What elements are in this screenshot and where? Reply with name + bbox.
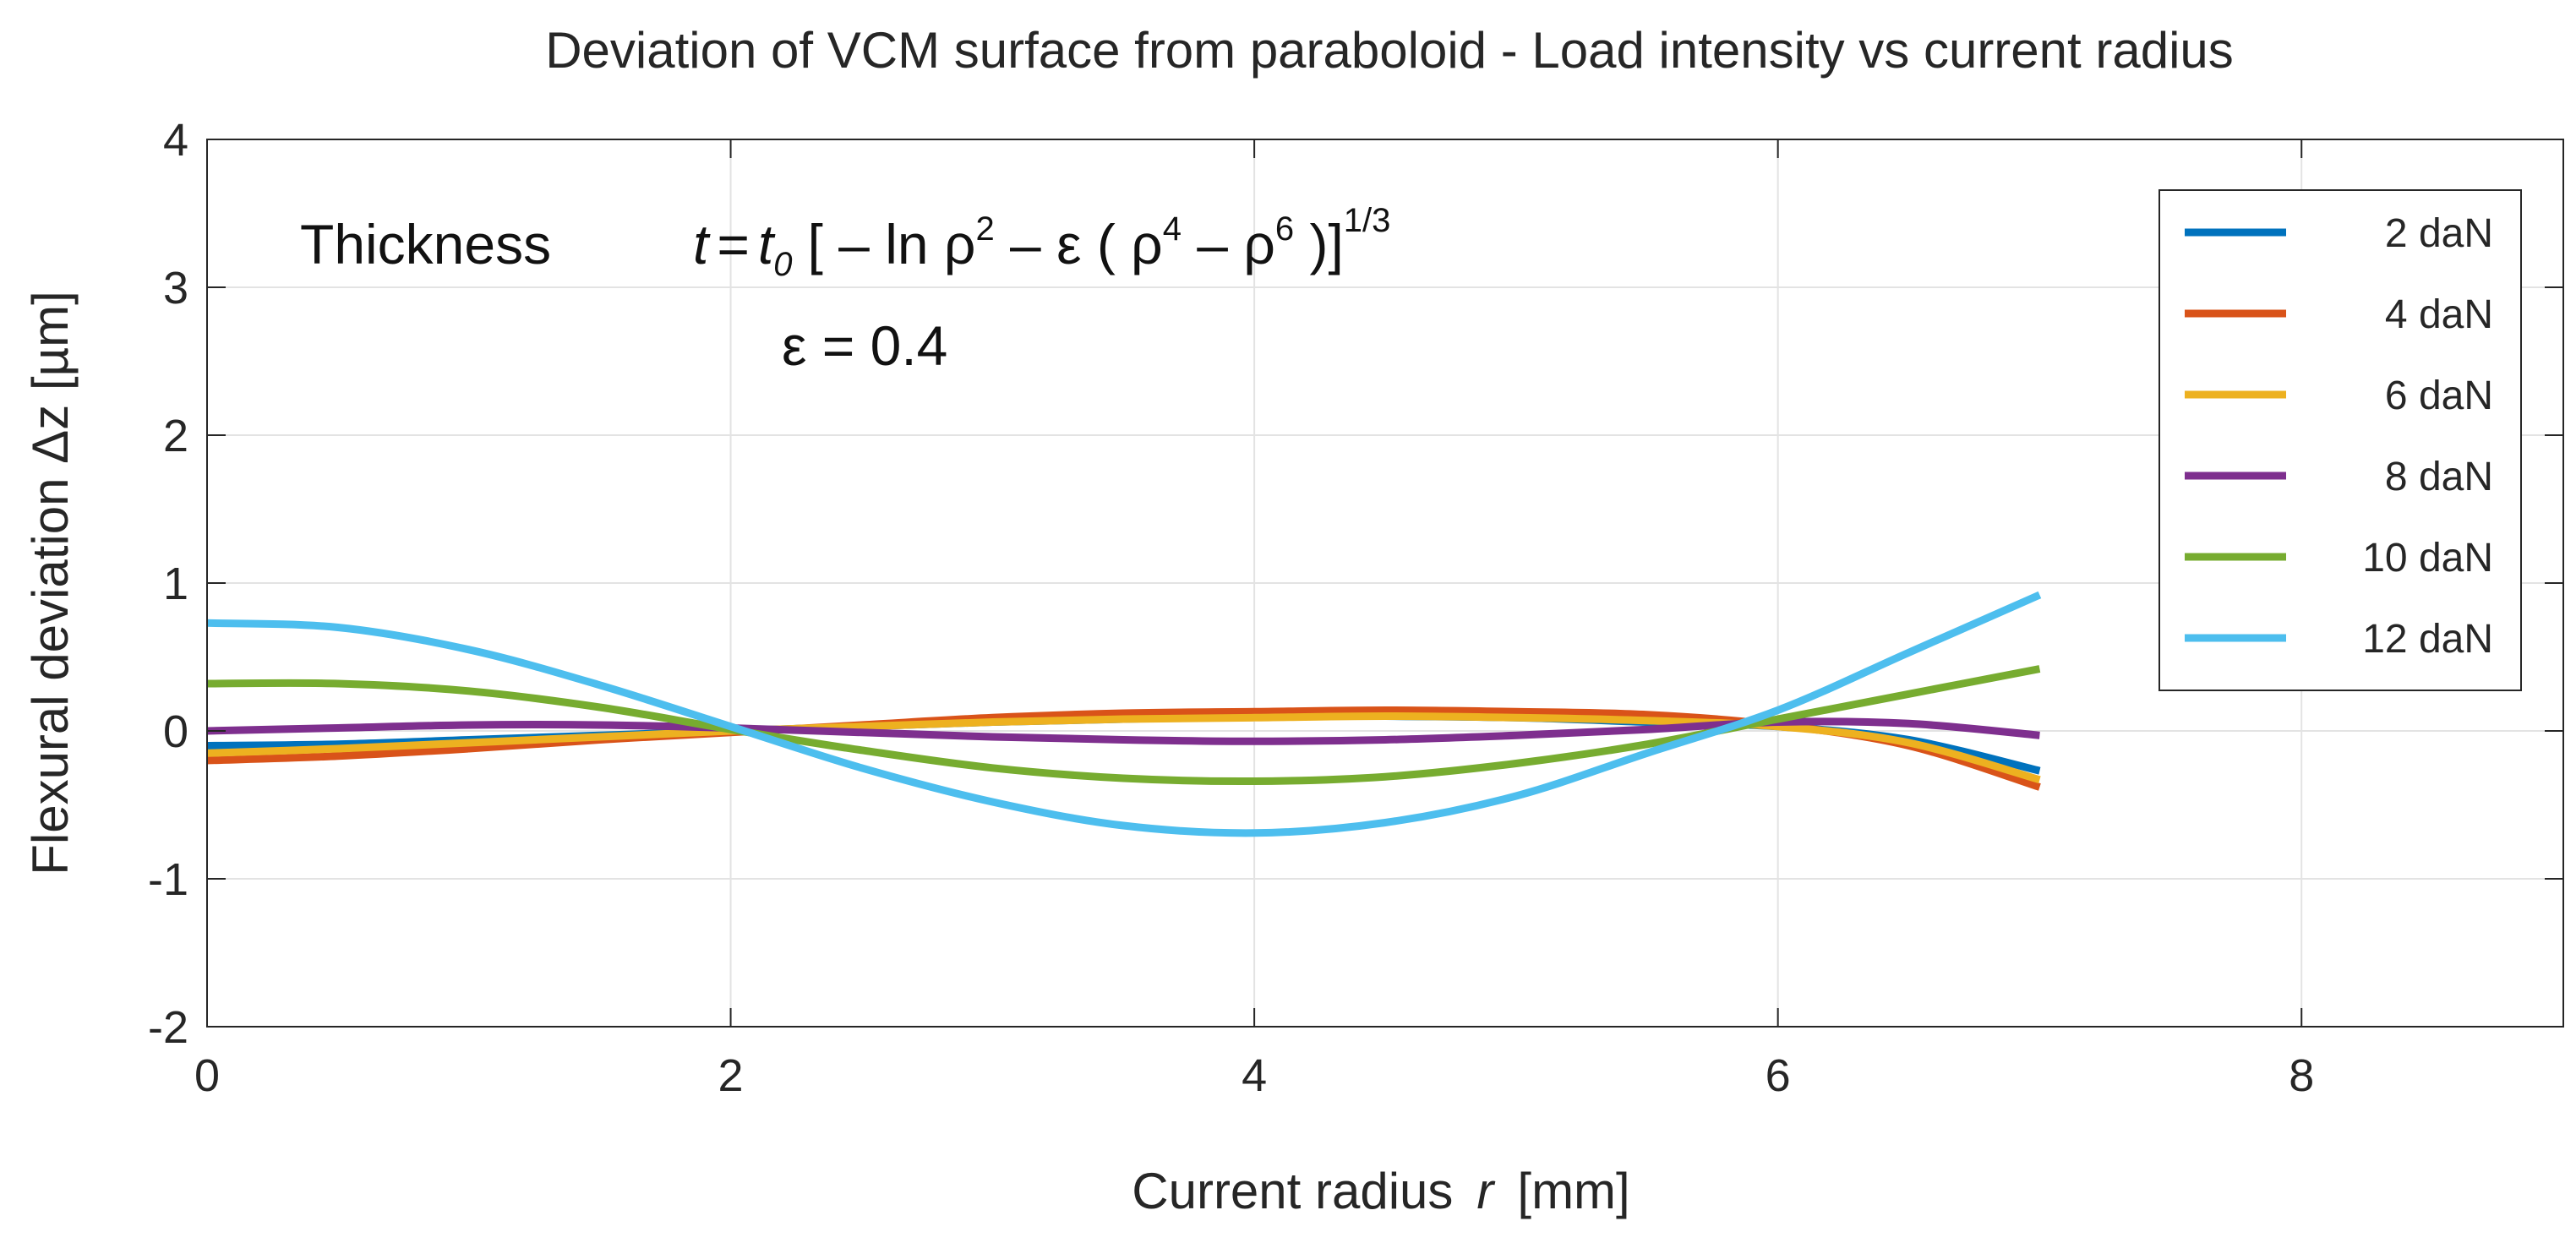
x-axis-label-text: Current radius: [1132, 1163, 1453, 1219]
legend-label: 6 daN: [2385, 373, 2493, 418]
chart-title: Deviation of VCM surface from paraboloid…: [545, 22, 2234, 79]
y-tick-label: 4: [163, 115, 188, 166]
formula-exp4: 4: [1163, 210, 1182, 248]
ticks: 0 2 4 6 8 -2 -1 0 1 2 3 4: [148, 115, 2563, 1101]
thickness-label: Thickness: [300, 213, 551, 275]
formula-power: 1/3: [1344, 202, 1391, 239]
legend-label: 10 daN: [2362, 536, 2493, 581]
x-axis-label: Current radius r [mm]: [1132, 1163, 1629, 1219]
y-tick-label: 2: [163, 411, 188, 461]
y-tick-label: -2: [148, 1002, 188, 1053]
legend: 2 daN 4 daN 6 daN 8 daN 10 daN 12 daN: [2158, 189, 2522, 691]
legend-label: 12 daN: [2362, 617, 2493, 662]
y-axis-label: Flexural deviation Δz [µm]: [22, 291, 79, 875]
formula-t: t: [693, 213, 711, 275]
plot-frame: [206, 139, 2564, 1028]
x-tick-label: 4: [1242, 1050, 1267, 1101]
x-tick-label: 0: [194, 1050, 220, 1101]
formula-t0: t: [758, 213, 776, 275]
formula-annotation: Thickness t = t0[ – ln ρ2 – ε ( ρ4 – ρ6 )]…: [300, 202, 1390, 377]
x-tick-label: 6: [1766, 1050, 1791, 1101]
formula-open: [ – ln ρ: [807, 213, 975, 275]
series-line-12-dan: [206, 591, 2042, 837]
x-tick-label: 8: [2289, 1050, 2314, 1101]
y-tick-label: 3: [163, 263, 188, 313]
x-tick-label: 2: [718, 1050, 744, 1101]
formula-minus-rho: – ρ: [1182, 213, 1275, 275]
formula-exp2: 2: [975, 210, 994, 248]
legend-label: 4 daN: [2385, 292, 2493, 337]
formula-close: )]: [1294, 213, 1344, 275]
formula-t0-sub: 0: [773, 246, 792, 283]
thickness-formula: t = t0[ – ln ρ2 – ε ( ρ4 – ρ6 )]1/3: [693, 202, 1390, 283]
legend-label: 8 daN: [2385, 455, 2493, 499]
x-axis-label-unit: [mm]: [1517, 1163, 1629, 1219]
y-tick-label: 1: [163, 559, 188, 609]
legend-box: [2158, 189, 2522, 691]
y-tick-label: -1: [148, 854, 188, 905]
series-layer: [206, 591, 2042, 837]
formula-minus-eps: – ε ( ρ: [995, 213, 1163, 275]
formula-exp6: 6: [1275, 210, 1294, 248]
x-axis-label-var: r: [1476, 1163, 1495, 1219]
epsilon-value: ε = 0.4: [782, 314, 947, 377]
formula-eq: =: [717, 213, 750, 275]
y-tick-label: 0: [163, 706, 188, 757]
legend-label: 2 daN: [2385, 211, 2493, 256]
